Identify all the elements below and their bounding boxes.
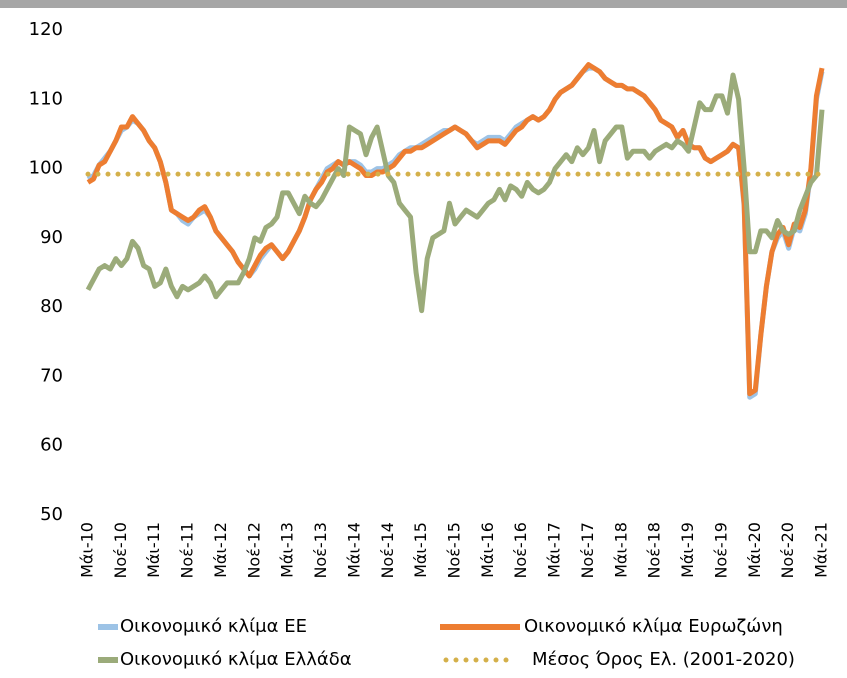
y-tick-label: 90 xyxy=(40,227,63,248)
x-tick-label: Νοέ-17 xyxy=(578,522,597,579)
legend-label: Οικονομικό κλίμα Ελλάδα xyxy=(120,649,352,670)
y-tick-label: 50 xyxy=(40,504,63,525)
legend-label: Οικονομικό κλίμα Ευρωζώνη xyxy=(524,616,783,637)
legend-label: Οικονομικό κλίμα ΕΕ xyxy=(120,616,307,637)
x-tick-label: Μάι-18 xyxy=(611,522,630,578)
x-tick-label: Μάι-10 xyxy=(78,522,97,578)
x-tick-label: Νοέ-20 xyxy=(778,522,797,579)
x-tick-label: Μάι-17 xyxy=(545,522,564,578)
x-tick-label: Μάι-11 xyxy=(144,522,163,578)
x-tick-label: Μάι-20 xyxy=(745,522,764,578)
x-tick-label: Μάι-14 xyxy=(344,522,363,578)
x-tick-label: Νοέ-15 xyxy=(445,522,464,579)
y-tick-label: 60 xyxy=(40,435,63,456)
x-tick-label: Μάι-12 xyxy=(211,522,230,578)
series-line xyxy=(86,62,825,397)
y-tick-label: 80 xyxy=(40,296,63,317)
x-tick-label: Μάι-16 xyxy=(478,522,497,578)
y-tick-label: 100 xyxy=(29,158,63,179)
y-tick-label: 120 xyxy=(29,19,63,40)
y-tick-label: 110 xyxy=(29,88,63,109)
x-tick-label: Νοέ-18 xyxy=(645,522,664,579)
x-tick-label: Μάι-21 xyxy=(812,522,831,578)
x-tick-label: Μάι-15 xyxy=(411,522,430,578)
series-line xyxy=(85,72,825,314)
x-tick-label: Νοέ-16 xyxy=(511,522,530,579)
x-tick-label: Νοέ-11 xyxy=(178,522,197,579)
x-tick-label: Μάι-13 xyxy=(278,522,297,578)
y-tick-label: 70 xyxy=(40,365,63,386)
x-tick-label: Νοέ-13 xyxy=(311,522,330,579)
legend-label: Μέσος Όρος Ελ. (2001-2020) xyxy=(532,649,795,670)
x-tick-label: Νοέ-19 xyxy=(711,522,730,579)
x-tick-label: Νοέ-12 xyxy=(244,522,263,579)
top-bar xyxy=(0,0,847,8)
x-tick-label: Μάι-19 xyxy=(678,522,697,578)
x-tick-label: Νοέ-10 xyxy=(111,522,130,579)
x-tick-label: Νοέ-14 xyxy=(378,522,397,579)
